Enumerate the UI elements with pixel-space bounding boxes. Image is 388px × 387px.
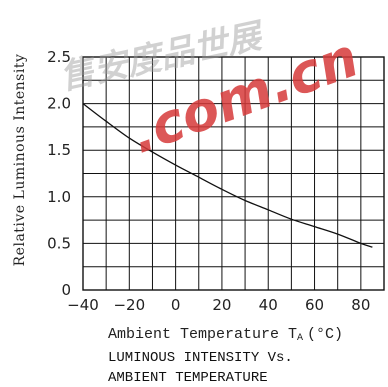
x-axis-label: Ambient Temperature TA (°C) [108, 326, 343, 344]
y-axis-label: Relative Luminous Intensity [12, 54, 28, 267]
chart-ticks: −40 −20 0 20 40 60 80 0 0.5 1.0 1.5 2.0 2.5 [47, 48, 370, 314]
x-tick-label: 0 [171, 296, 181, 314]
chart-series [82, 103, 373, 248]
y-tick-label: 0.5 [47, 234, 71, 252]
y-tick-label: 0 [61, 281, 71, 299]
x-tick-label: 60 [305, 296, 324, 314]
x-tick-label: 20 [212, 296, 231, 314]
x-tick-label: 80 [351, 296, 370, 314]
x-tick-label: 40 [259, 296, 278, 314]
x-axis-label-text: Ambient Temperature T [108, 326, 297, 343]
y-tick-label: 1.0 [47, 188, 71, 206]
x-axis-label-unit: (°C) [307, 326, 343, 343]
x-tick-label: −20 [113, 296, 145, 314]
y-tick-label: 2.0 [47, 95, 71, 113]
x-tick-label: −40 [67, 296, 99, 314]
x-axis-label-subscript: A [297, 333, 303, 344]
y-tick-label: 2.5 [47, 48, 71, 66]
series-line [82, 103, 373, 248]
chart-subtitle: AMBIENT TEMPERATURE [108, 370, 268, 386]
y-tick-label: 1.5 [47, 141, 71, 159]
chart-title: LUMINOUS INTENSITY Vs. [108, 350, 293, 366]
chart-grid [82, 56, 385, 291]
